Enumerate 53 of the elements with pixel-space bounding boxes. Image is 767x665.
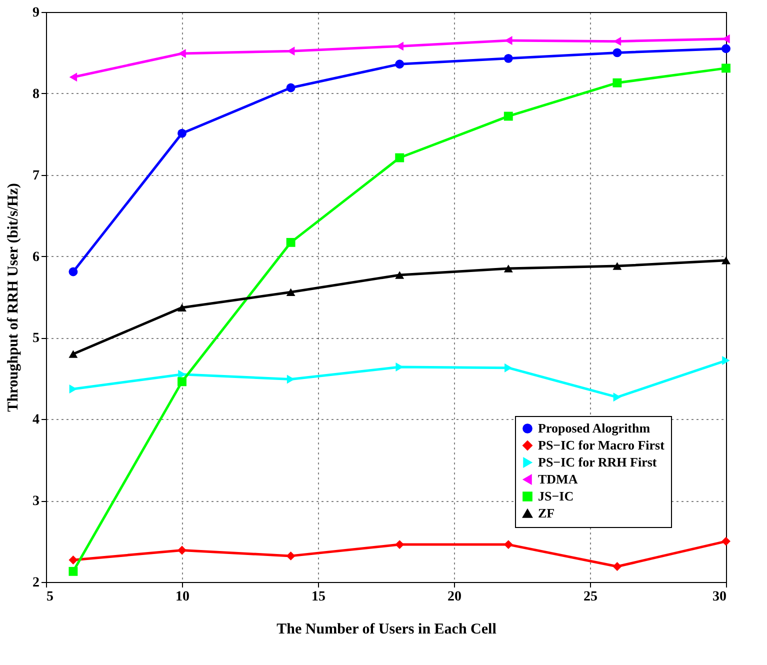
y-tick-label: 8 [32, 86, 40, 102]
point [612, 78, 622, 88]
legend-label: ZF [538, 506, 555, 520]
point [722, 536, 730, 546]
point [286, 288, 296, 296]
point [68, 350, 78, 358]
x-axis-title: The Number of Users in Each Cell [276, 622, 496, 638]
point [395, 60, 404, 69]
point [178, 377, 186, 386]
y-tick-label: 2 [32, 576, 40, 590]
point [178, 49, 186, 58]
point [612, 48, 622, 58]
x-tick-label: 10 [176, 590, 190, 604]
point [722, 256, 730, 264]
point [612, 262, 622, 270]
point [722, 64, 730, 73]
y-tick-label: 3 [32, 494, 40, 510]
y-tick-label: 4 [32, 412, 40, 428]
y-tick-label: 6 [32, 250, 40, 265]
point [504, 112, 513, 121]
x-tick-label: 15 [312, 590, 326, 604]
point [69, 72, 78, 82]
y-tick-label: 5 [32, 331, 40, 346]
point [722, 356, 730, 365]
point [613, 392, 622, 402]
x-tick-label: 30 [712, 590, 726, 604]
x-tick-label: 5 [46, 590, 54, 604]
point [504, 264, 513, 272]
point [68, 556, 78, 564]
x-tick-label: 25 [584, 590, 598, 604]
point [504, 363, 512, 372]
point [504, 54, 513, 63]
point [178, 304, 186, 312]
point [395, 271, 404, 279]
point [395, 153, 404, 162]
y-tick-label: 7 [32, 168, 40, 184]
point [286, 551, 296, 560]
point [178, 546, 186, 555]
legend-label: TDMA [538, 472, 578, 486]
y-tick-label: 9 [32, 6, 40, 20]
legend-label: PS−IC for RRH First [538, 454, 658, 470]
point [68, 267, 78, 276]
point [286, 238, 296, 247]
point [68, 566, 78, 576]
legend-label: PS−IC for Macro First [538, 438, 666, 452]
legend-label: JS−IC [538, 488, 574, 504]
x-tick-label: 20 [448, 590, 462, 604]
point [286, 83, 296, 92]
y-axis-title: Throughput of RRH User (bit/s/Hz) [6, 183, 22, 412]
legend-label: Proposed Alogrithm [538, 420, 650, 436]
point [722, 44, 730, 54]
point [612, 562, 622, 571]
point [178, 128, 186, 138]
